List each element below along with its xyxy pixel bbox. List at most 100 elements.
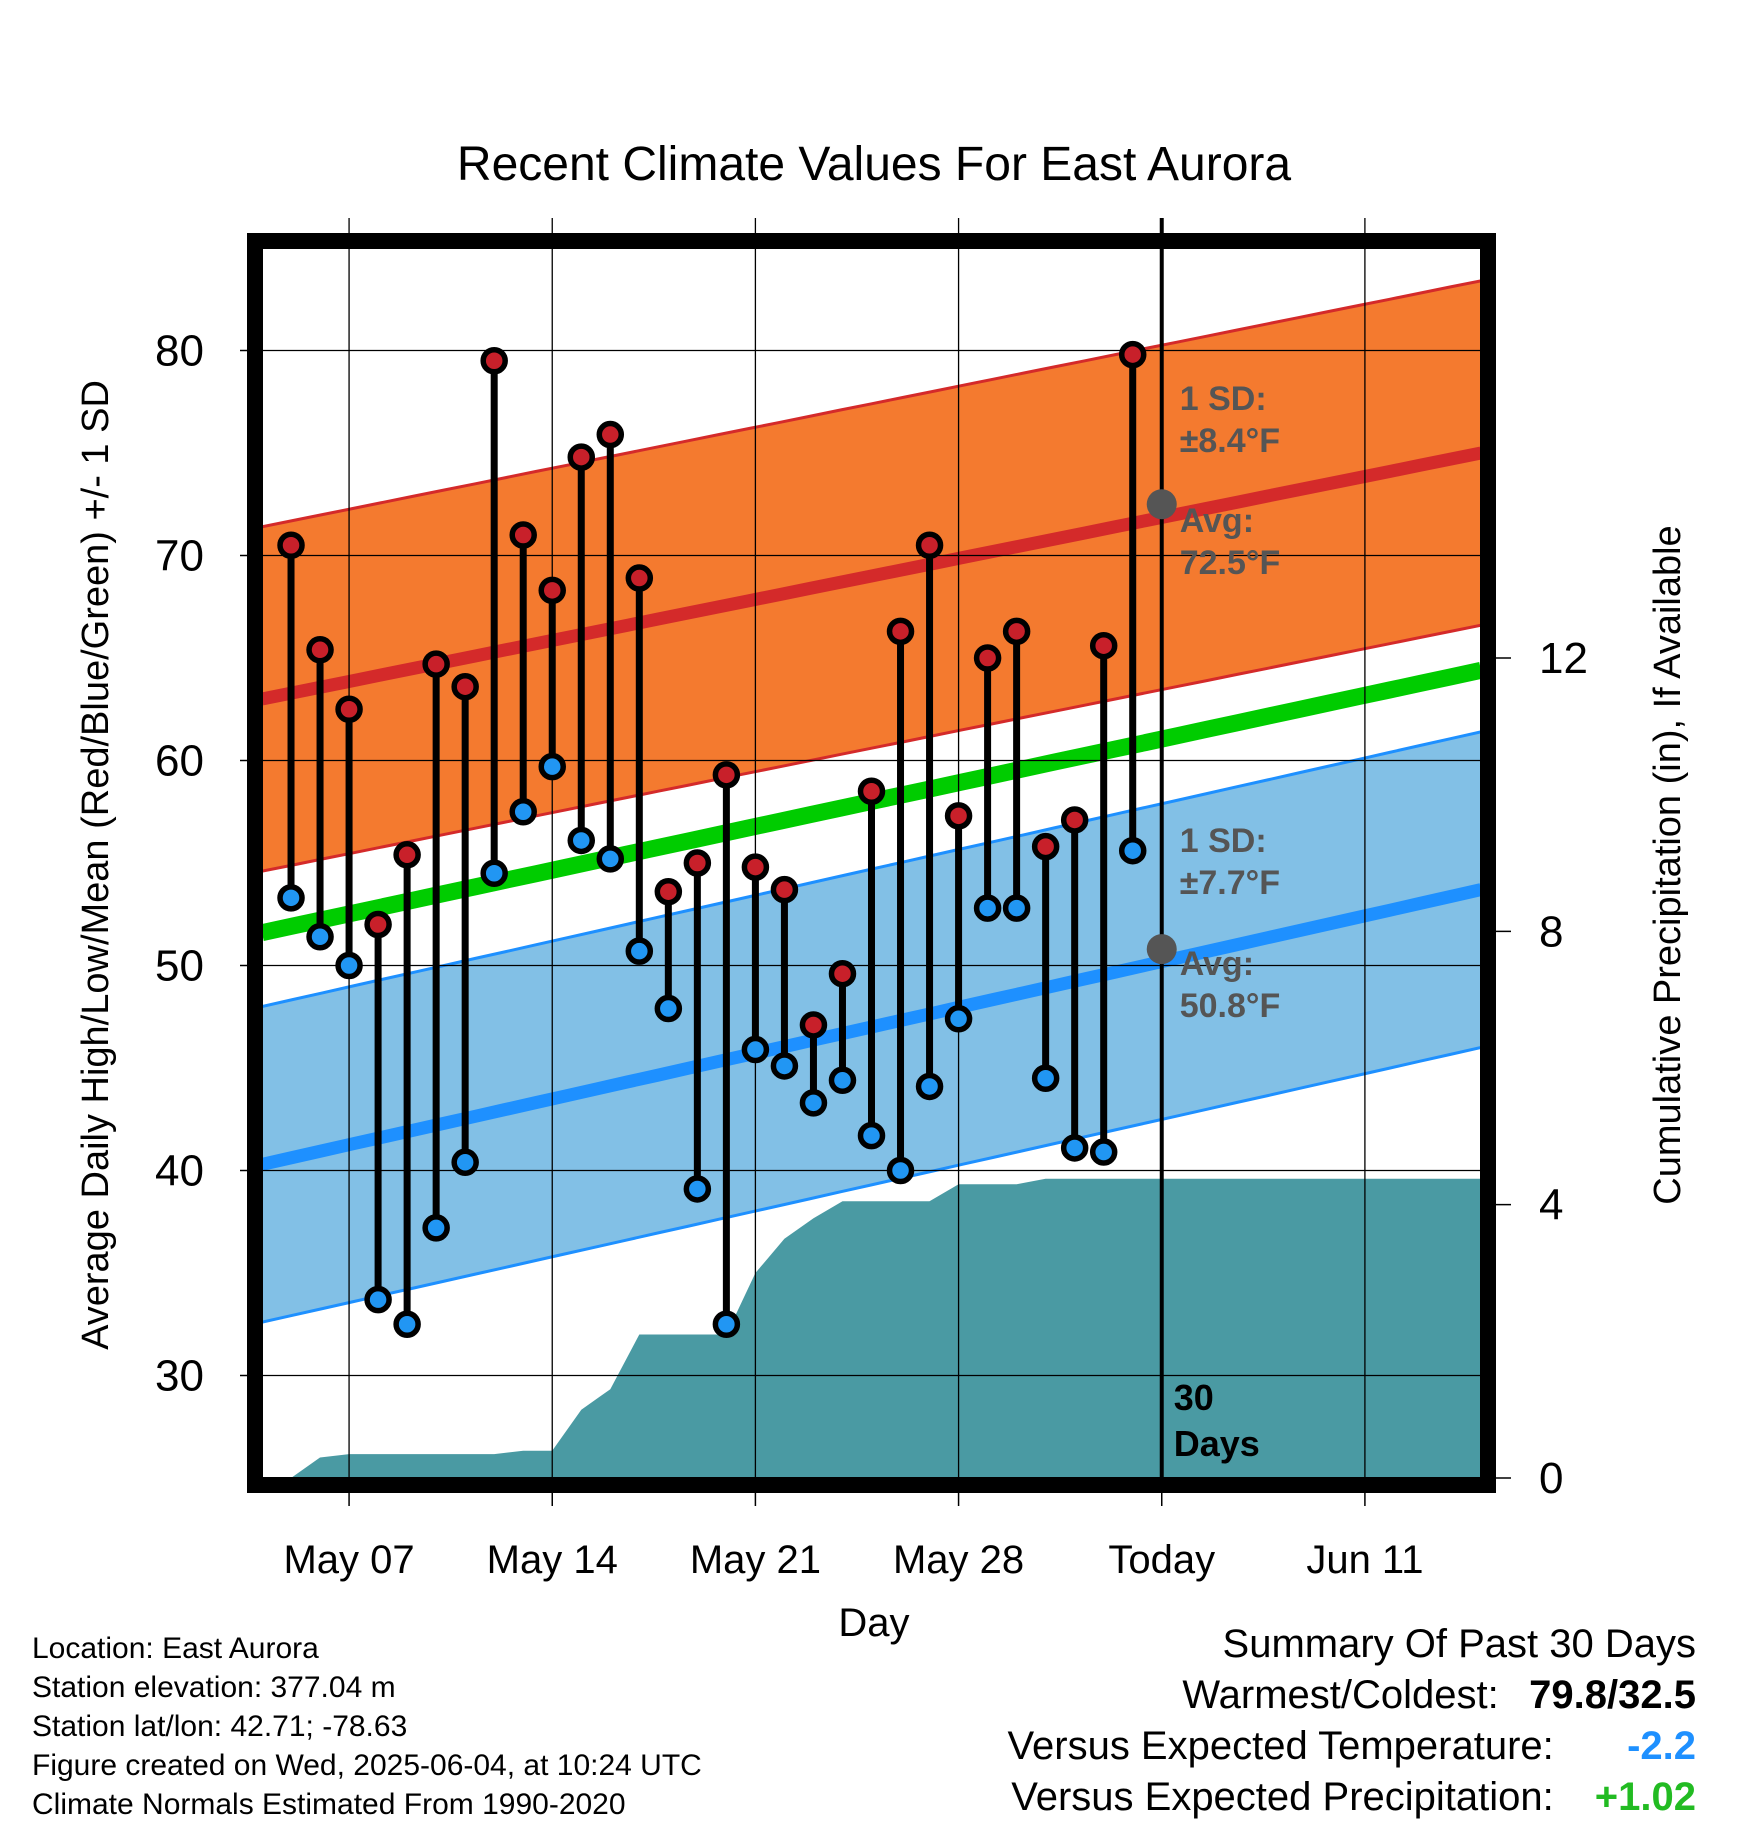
summary-warm-cold: Warmest/Coldest: 79.8/32.5	[1182, 1673, 1696, 1718]
info-location: Location: East Aurora	[32, 1632, 319, 1665]
daily-high-point	[277, 531, 305, 559]
daily-high-point	[1089, 631, 1118, 660]
daily-low-point	[944, 1005, 973, 1033]
y-tick-label-left: 60	[155, 737, 204, 786]
daily-low-point	[1002, 894, 1031, 922]
daily-high-point	[538, 576, 566, 605]
daily-high-point	[509, 521, 537, 549]
plot-area: 1 SD: ±8.4°F Avg: 72.5°F 1 SD: ±7.7°F Avg: 50.8…	[155, 218, 1588, 1582]
daily-low-point	[799, 1089, 828, 1117]
summary-precip-label: Versus Expected Precipitation:	[1011, 1775, 1554, 1819]
daily-low-point	[335, 951, 363, 980]
daily-high-point	[828, 959, 857, 988]
daily-low-point	[422, 1214, 450, 1242]
cumulative-precip-area	[262, 1178, 1481, 1478]
daily-low-point	[509, 798, 537, 826]
info-created: Figure created on Wed, 2025-06-04, at 10…	[32, 1749, 702, 1782]
today-low-avg-point	[1146, 934, 1177, 965]
x-tick-label: Today	[1108, 1538, 1215, 1582]
today-high-avg-point	[1146, 489, 1177, 520]
daily-low-point	[886, 1156, 915, 1185]
daily-high-point	[741, 853, 770, 881]
daily-low-point	[480, 859, 508, 887]
chart-title: Recent Climate Values For East Aurora	[457, 138, 1291, 191]
daily-high-point	[712, 761, 741, 789]
daily-high-point	[915, 531, 944, 559]
summary-precip-value: +1.02	[1594, 1775, 1696, 1819]
annotation-high-sd-value: ±8.4°F	[1180, 422, 1280, 460]
daily-low-point	[451, 1148, 479, 1177]
daily-low-point	[1031, 1064, 1060, 1092]
daily-high-point	[451, 672, 479, 701]
daily-low-point	[683, 1175, 712, 1203]
daily-low-point	[1089, 1138, 1118, 1166]
daily-high-point	[857, 777, 886, 805]
summary-warm-cold-value: 79.8/32.5	[1529, 1673, 1696, 1717]
daily-low-point	[596, 845, 625, 873]
y-tick-label-left: 80	[155, 327, 204, 376]
info-elevation: Station elevation: 377.04 m	[32, 1671, 396, 1704]
daily-low-point	[625, 937, 654, 965]
daily-low-point	[654, 994, 683, 1023]
y-tick-label-right: 8	[1539, 907, 1563, 956]
info-normals: Climate Normals Estimated From 1990-2020	[32, 1788, 626, 1821]
daily-high-point	[567, 443, 596, 471]
summary-warm-cold-label: Warmest/Coldest:	[1182, 1673, 1499, 1717]
low-band-lower-edge	[262, 1046, 1481, 1324]
annotation-low-sd-label: 1 SD:	[1180, 822, 1267, 860]
daily-high-point	[1118, 340, 1147, 369]
daily-low-point	[306, 923, 334, 951]
period-label-unit: Days	[1174, 1423, 1260, 1464]
normal-high-line	[262, 446, 1481, 706]
x-tick-label: Jun 11	[1306, 1538, 1423, 1582]
daily-low-point	[915, 1072, 944, 1101]
x-tick-label: May 07	[283, 1538, 414, 1582]
daily-high-point	[422, 650, 450, 678]
x-tick-label: May 14	[487, 1538, 618, 1582]
info-latlon: Station lat/lon: 42.71; -78.63	[32, 1710, 408, 1743]
daily-high-point	[625, 564, 654, 592]
daily-low-point	[1118, 836, 1147, 865]
annotation-high-avg-label: Avg:	[1180, 502, 1254, 540]
daily-high-point	[799, 1011, 828, 1039]
daily-high-point	[770, 875, 799, 904]
annotation-high-sd-label: 1 SD:	[1180, 380, 1267, 418]
y-tick-label-right: 0	[1539, 1454, 1563, 1503]
daily-high-point	[596, 420, 625, 449]
daily-high-point	[1031, 832, 1060, 861]
daily-low-point	[538, 752, 566, 781]
daily-high-point	[335, 695, 363, 723]
daily-low-point	[857, 1121, 886, 1150]
annotation-low-avg-value: 50.8°F	[1180, 987, 1281, 1025]
y-tick-label-left: 40	[155, 1147, 204, 1196]
daily-high-point	[480, 347, 508, 375]
y-tick-label-right: 4	[1539, 1181, 1563, 1230]
daily-low-point	[741, 1035, 770, 1064]
daily-low-point	[567, 826, 596, 855]
daily-high-point	[306, 636, 334, 664]
daily-high-point	[1060, 806, 1089, 834]
annotation-low-avg-label: Avg:	[1180, 945, 1254, 983]
summary-temp-value: -2.2	[1627, 1724, 1696, 1768]
daily-high-point	[683, 849, 712, 877]
annotation-high-avg-value: 72.5°F	[1180, 544, 1281, 582]
y-tick-label-left: 70	[155, 532, 204, 581]
y-tick-label-right: 12	[1539, 634, 1588, 683]
x-tick-label: May 28	[893, 1538, 1024, 1582]
x-tick-label: May 21	[690, 1538, 821, 1582]
annotation-low-sd-value: ±7.7°F	[1180, 864, 1280, 902]
daily-high-point	[886, 617, 915, 646]
daily-low-point	[712, 1310, 741, 1338]
x-axis-label: Day	[838, 1601, 909, 1645]
high-band-upper-edge	[262, 279, 1481, 529]
daily-low-point	[277, 884, 305, 912]
summary-temp-label: Versus Expected Temperature:	[1007, 1724, 1554, 1768]
daily-high-point	[654, 877, 683, 906]
daily-high-point	[364, 910, 392, 939]
daily-low-point	[1060, 1134, 1089, 1162]
summary-temp: Versus Expected Temperature: -2.2	[1008, 1724, 1696, 1769]
daily-low-point	[364, 1285, 392, 1314]
daily-low-point	[828, 1066, 857, 1095]
daily-high-point	[973, 644, 1002, 672]
